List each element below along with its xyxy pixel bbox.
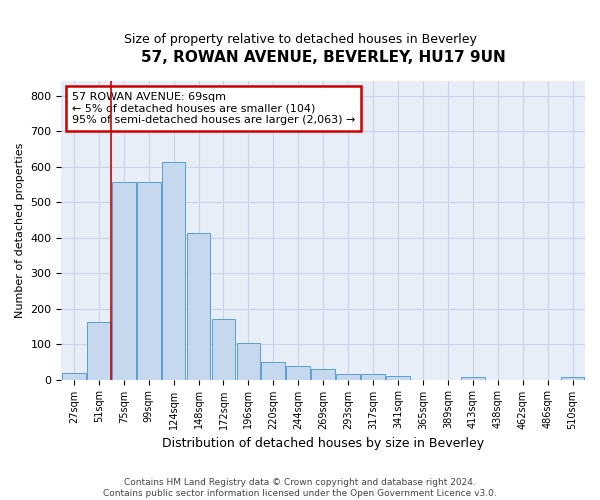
Bar bbox=[62, 373, 86, 380]
Bar bbox=[336, 374, 360, 380]
Text: Contains HM Land Registry data © Crown copyright and database right 2024.
Contai: Contains HM Land Registry data © Crown c… bbox=[103, 478, 497, 498]
Text: 57 ROWAN AVENUE: 69sqm
← 5% of detached houses are smaller (104)
95% of semi-det: 57 ROWAN AVENUE: 69sqm ← 5% of detached … bbox=[72, 92, 355, 125]
Text: Size of property relative to detached houses in Beverley: Size of property relative to detached ho… bbox=[124, 32, 476, 46]
Bar bbox=[87, 322, 110, 380]
X-axis label: Distribution of detached houses by size in Beverley: Distribution of detached houses by size … bbox=[162, 437, 484, 450]
Title: 57, ROWAN AVENUE, BEVERLEY, HU17 9UN: 57, ROWAN AVENUE, BEVERLEY, HU17 9UN bbox=[141, 50, 506, 65]
Bar bbox=[560, 377, 584, 380]
Bar bbox=[137, 182, 161, 380]
Bar bbox=[286, 366, 310, 380]
Bar bbox=[112, 182, 136, 380]
Y-axis label: Number of detached properties: Number of detached properties bbox=[15, 143, 25, 318]
Bar bbox=[262, 362, 285, 380]
Bar bbox=[311, 369, 335, 380]
Bar bbox=[187, 233, 211, 380]
Bar bbox=[236, 343, 260, 380]
Bar bbox=[162, 162, 185, 380]
Bar bbox=[212, 319, 235, 380]
Bar bbox=[361, 374, 385, 380]
Bar bbox=[386, 376, 410, 380]
Bar bbox=[461, 376, 485, 380]
